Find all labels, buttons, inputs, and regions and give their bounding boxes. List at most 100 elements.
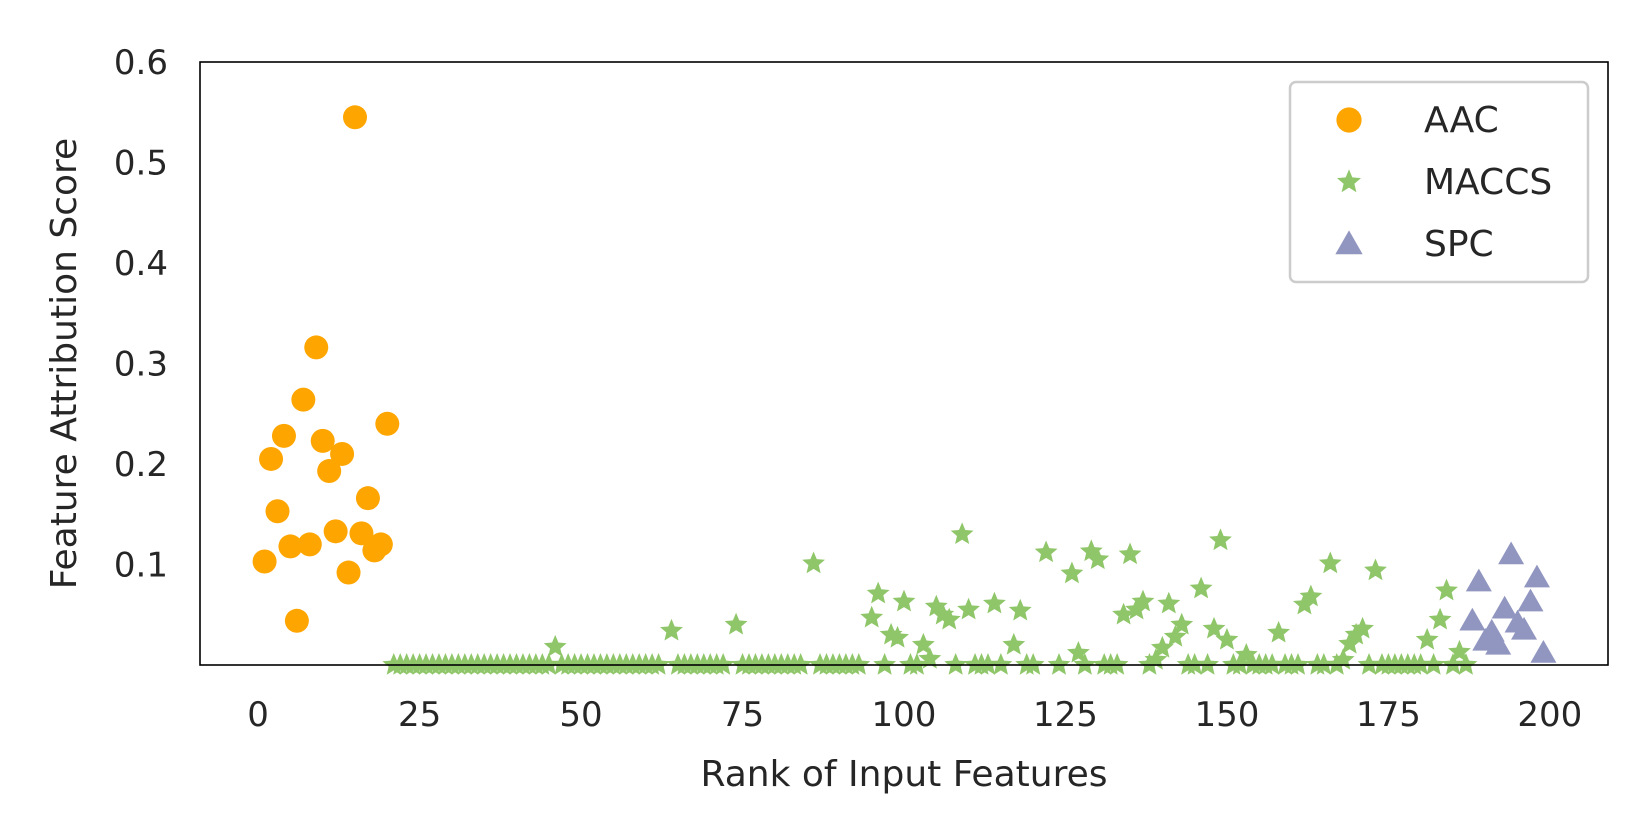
data-point-maccs	[1157, 591, 1181, 614]
series-maccs	[382, 522, 1478, 675]
data-point-aac	[297, 532, 322, 557]
data-point-maccs	[1047, 653, 1071, 675]
data-point-aac	[310, 428, 335, 453]
data-point-maccs	[1202, 616, 1226, 639]
data-point-aac	[323, 519, 348, 544]
data-point-maccs	[976, 653, 1000, 675]
y-tick-label: 0.4	[114, 244, 168, 284]
data-point-maccs	[1260, 653, 1284, 675]
data-point-maccs	[937, 607, 961, 630]
data-point-spc	[1530, 639, 1557, 663]
data-point-spc	[1511, 616, 1538, 640]
legend: AAC MACCS SPC	[1288, 80, 1590, 284]
data-point-spc	[1459, 607, 1486, 631]
series-spc	[1459, 541, 1557, 663]
x-axis-label: Rank of Input Features	[701, 754, 1108, 795]
data-point-maccs	[847, 653, 871, 675]
data-point-aac	[259, 446, 284, 471]
data-point-maccs	[1422, 653, 1446, 675]
data-point-maccs	[866, 581, 890, 604]
data-point-maccs	[1183, 653, 1207, 675]
data-point-maccs	[1112, 602, 1136, 625]
data-point-maccs	[983, 591, 1006, 614]
data-point-maccs	[1170, 612, 1194, 635]
data-point-maccs	[1299, 584, 1323, 607]
data-point-maccs	[944, 653, 968, 675]
data-point-maccs	[1073, 653, 1097, 675]
data-point-maccs	[1008, 598, 1032, 621]
data-point-spc	[1465, 568, 1492, 592]
legend-label-maccs: MACCS	[1424, 162, 1552, 203]
data-point-aac	[368, 532, 393, 557]
series-aac	[252, 105, 400, 633]
data-point-maccs	[918, 646, 942, 669]
data-point-maccs	[660, 618, 683, 641]
data-point-maccs	[1163, 624, 1187, 647]
y-tick-label: 0.3	[114, 345, 168, 385]
data-point-maccs	[802, 551, 825, 574]
data-point-aac	[291, 387, 316, 412]
data-point-spc	[1498, 541, 1525, 565]
data-point-aac	[252, 549, 277, 574]
data-point-maccs	[950, 522, 974, 545]
data-point-maccs	[957, 597, 980, 620]
data-point-aac	[349, 521, 374, 546]
plot-frame	[199, 61, 1609, 666]
data-point-aac	[355, 486, 380, 511]
data-point-maccs	[1409, 653, 1433, 675]
data-point-maccs	[1454, 653, 1478, 675]
data-point-aac	[375, 411, 400, 436]
data-point-maccs	[1318, 551, 1342, 574]
data-point-maccs	[1131, 589, 1155, 612]
data-point-spc	[1517, 588, 1544, 612]
data-point-maccs	[1357, 653, 1381, 675]
data-point-maccs	[1428, 607, 1452, 630]
x-tick-label: 100	[872, 695, 937, 735]
data-point-maccs	[1105, 653, 1129, 675]
data-point-maccs	[1002, 632, 1026, 655]
data-point-maccs	[873, 653, 897, 675]
y-tick-label: 0.5	[114, 144, 168, 184]
legend-label-aac: AAC	[1424, 100, 1499, 141]
data-point-maccs	[1364, 558, 1387, 581]
data-point-maccs	[711, 653, 735, 675]
data-point-aac	[304, 335, 329, 360]
data-point-maccs	[905, 653, 929, 675]
data-point-maccs	[789, 653, 813, 675]
x-axis: 0 25 50 75 100 125 150 175 200	[247, 695, 1582, 735]
x-tick-label: 125	[1033, 695, 1098, 735]
data-point-aac	[271, 423, 296, 448]
data-point-maccs	[1267, 620, 1291, 643]
plot-area	[252, 105, 1557, 675]
legend-marker-aac	[1336, 107, 1362, 133]
x-tick-label: 50	[559, 695, 602, 735]
data-point-maccs	[543, 634, 567, 657]
data-point-aac	[330, 441, 355, 466]
data-point-maccs	[1150, 635, 1174, 658]
legend-marker-spc	[1335, 230, 1363, 255]
data-point-maccs	[1118, 542, 1142, 565]
y-axis-label: Feature Attribution Score	[44, 138, 85, 589]
x-tick-label: 200	[1517, 695, 1582, 735]
data-point-maccs	[1312, 653, 1336, 675]
data-point-maccs	[1196, 653, 1219, 675]
data-point-aac	[278, 534, 303, 559]
legend-box	[1288, 80, 1590, 284]
data-point-maccs	[1415, 627, 1439, 650]
data-point-aac	[317, 459, 342, 484]
x-tick-label: 175	[1356, 695, 1421, 735]
data-point-maccs	[537, 653, 561, 675]
x-tick-label: 75	[721, 695, 764, 735]
data-point-maccs	[1435, 578, 1458, 601]
data-point-maccs	[1138, 653, 1161, 675]
data-point-aac	[336, 560, 361, 585]
data-point-maccs	[1034, 540, 1058, 563]
x-tick-label: 150	[1194, 695, 1259, 735]
data-point-aac	[284, 608, 309, 633]
data-point-maccs	[724, 612, 748, 635]
y-tick-label: 0.1	[114, 546, 168, 586]
data-point-spc	[1523, 564, 1550, 588]
data-point-maccs	[1021, 653, 1045, 675]
data-point-maccs	[892, 589, 916, 612]
